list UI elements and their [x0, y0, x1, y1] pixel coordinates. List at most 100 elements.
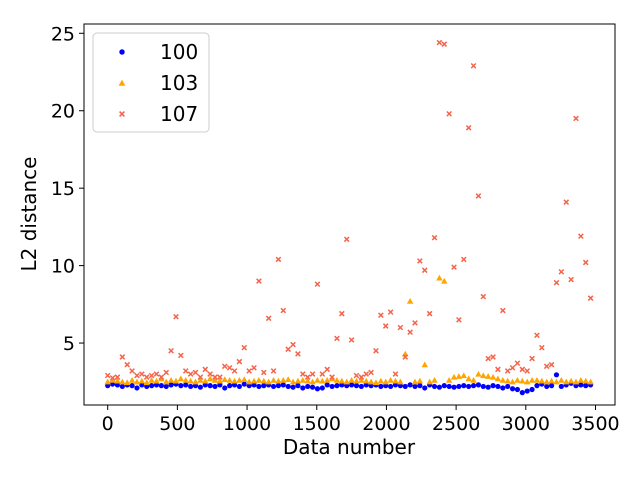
data-point-107 [343, 236, 350, 243]
data-point-100 [339, 382, 345, 388]
data-point-107 [348, 337, 355, 343]
data-point-100 [153, 382, 160, 388]
legend-marker-100 [119, 49, 125, 55]
data-point-103 [226, 377, 233, 383]
data-point-107 [285, 346, 292, 353]
y-tick-label: 20 [51, 101, 75, 123]
data-point-100 [509, 386, 516, 392]
data-point-107 [397, 324, 404, 331]
data-point-103 [250, 377, 258, 384]
data-point-103 [504, 377, 511, 384]
data-point-100 [544, 383, 550, 390]
data-point-107 [563, 199, 570, 205]
data-point-103 [563, 378, 570, 385]
data-point-107 [202, 366, 209, 373]
data-point-100 [231, 382, 238, 388]
data-point-107 [304, 374, 311, 380]
data-point-103 [163, 378, 170, 385]
data-point-107 [402, 354, 409, 360]
data-point-107 [231, 368, 238, 374]
data-point-100 [412, 383, 418, 390]
data-point-107 [460, 256, 467, 263]
data-point-103 [211, 377, 219, 383]
data-point-107 [451, 264, 457, 270]
data-point-107 [290, 341, 296, 348]
data-point-103 [558, 377, 565, 383]
data-point-103 [460, 372, 467, 379]
data-point-100 [309, 384, 316, 390]
data-point-107 [158, 374, 165, 380]
data-point-107 [514, 360, 521, 367]
data-point-100 [236, 383, 242, 390]
data-point-103 [275, 377, 282, 384]
data-point-107 [178, 352, 184, 359]
data-point-100 [314, 386, 321, 392]
data-point-100 [485, 384, 491, 390]
data-point-103 [216, 377, 224, 384]
data-point-103 [138, 377, 146, 384]
data-point-103 [372, 379, 380, 386]
data-point-107 [163, 369, 170, 376]
data-point-107 [407, 329, 413, 336]
data-point-100 [261, 383, 267, 389]
data-point-103 [587, 378, 594, 385]
data-point-100 [109, 381, 116, 387]
x-tick-label: 0 [102, 413, 114, 435]
y-tick-label: 25 [51, 23, 75, 45]
data-point-100 [573, 383, 579, 389]
data-point-100 [578, 382, 584, 388]
data-point-100 [422, 385, 428, 391]
data-point-100 [397, 383, 403, 389]
data-point-103 [333, 377, 341, 383]
y-tick-label: 15 [51, 178, 75, 200]
data-point-100 [319, 385, 325, 391]
data-point-107 [221, 363, 228, 370]
data-point-100 [475, 382, 482, 388]
legend: 100 103 107 [92, 32, 210, 133]
data-point-107 [509, 364, 516, 371]
data-point-103 [119, 378, 126, 385]
x-tick-label: 2000 [362, 413, 410, 435]
data-point-107 [363, 371, 370, 377]
data-point-100 [524, 388, 530, 394]
data-point-107 [319, 371, 326, 377]
data-point-107 [456, 316, 462, 323]
data-point-103 [231, 377, 238, 384]
data-point-107 [143, 374, 150, 380]
data-point-107 [426, 310, 433, 317]
x-tick-label: 3000 [502, 413, 550, 435]
legend-marker-107 [119, 111, 125, 117]
data-point-100 [290, 384, 296, 390]
data-point-100 [480, 383, 486, 390]
data-point-103 [255, 377, 263, 383]
data-point-100 [519, 390, 525, 396]
data-point-107 [573, 115, 579, 122]
data-point-103 [260, 377, 267, 384]
data-point-103 [553, 378, 560, 385]
data-point-103 [358, 377, 365, 383]
data-point-107 [265, 315, 272, 322]
data-point-107 [436, 39, 443, 46]
data-point-100 [158, 383, 164, 389]
data-point-100 [241, 381, 247, 387]
data-point-103 [548, 377, 555, 384]
data-point-103 [455, 373, 463, 379]
data-point-103 [304, 377, 311, 384]
data-point-107 [568, 276, 574, 283]
data-point-107 [129, 368, 135, 374]
data-point-103 [280, 377, 287, 383]
data-point-103 [489, 373, 497, 380]
data-point-103 [109, 377, 116, 383]
data-point-103 [499, 377, 507, 383]
data-point-103 [406, 298, 414, 304]
data-point-100 [119, 383, 125, 390]
data-point-100 [534, 383, 540, 389]
data-point-107 [168, 347, 174, 354]
legend-marker-103 [118, 79, 126, 86]
data-point-103 [436, 274, 443, 281]
data-point-103 [177, 375, 185, 382]
data-point-107 [299, 371, 306, 377]
data-point-100 [280, 382, 286, 388]
data-point-103 [324, 377, 331, 383]
data-point-103 [236, 377, 243, 383]
